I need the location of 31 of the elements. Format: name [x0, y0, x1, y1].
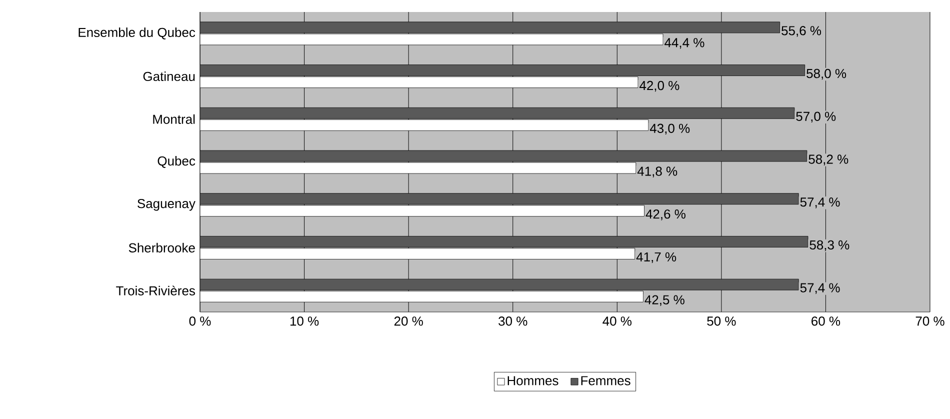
x-tick-label: 30 %	[498, 316, 528, 326]
data-label: 58,0 %	[806, 68, 846, 80]
data-label: 57,4 %	[800, 283, 840, 294]
y-tick-label: Ensemble du Qubec	[78, 27, 196, 40]
x-tick-label: 70 %	[916, 316, 944, 326]
x-tick-label: 0 %	[189, 316, 211, 326]
data-label: 41,8 %	[637, 166, 678, 178]
data-label: 58,2 %	[808, 154, 848, 166]
y-tick-label: Qubec	[158, 156, 196, 168]
legend-label: Femmes	[581, 376, 630, 386]
data-label: 44,4 %	[664, 38, 704, 49]
x-tick-label: 20 %	[394, 316, 423, 326]
data-label: 55,6 %	[782, 26, 822, 37]
data-label: 42,0 %	[639, 80, 680, 92]
y-tick-label: Montral	[153, 114, 195, 124]
data-label: 43,0 %	[650, 124, 690, 135]
data-label: 57,4 %	[800, 198, 840, 208]
y-tick-label: Saguenay	[138, 198, 196, 211]
data-label: 42,5 %	[644, 295, 684, 306]
data-label: 41,7 %	[636, 252, 676, 264]
y-tick-label: Sherbrooke	[128, 242, 195, 252]
legend-label: Hommes	[508, 376, 558, 386]
data-label: 58,3 %	[810, 240, 850, 252]
x-tick-label: 50 %	[707, 316, 736, 326]
data-label: 42,6 %	[646, 209, 686, 220]
x-tick-label: 60 %	[812, 316, 840, 326]
y-tick-label: Gatineau	[143, 72, 195, 82]
x-tick-label: 10 %	[290, 316, 319, 326]
x-tick-label: 40 %	[602, 316, 632, 326]
y-tick-label: Trois-Rivières	[116, 286, 195, 296]
data-label: 57,0 %	[796, 112, 836, 123]
